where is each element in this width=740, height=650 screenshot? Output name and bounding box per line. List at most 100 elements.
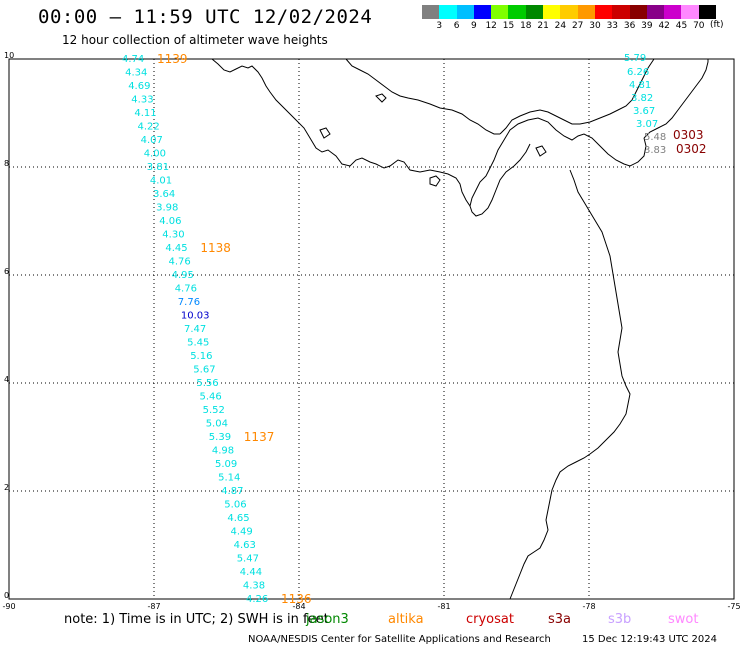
legend-swatch xyxy=(612,5,630,19)
legend-tick-label: 39 xyxy=(641,21,653,31)
legend-swatch xyxy=(681,5,699,19)
wave-height-label: 5.45 xyxy=(187,338,209,349)
wave-height-label: 5.46 xyxy=(200,392,222,403)
wave-height-label: 4.65 xyxy=(227,513,249,524)
wave-height-label: 3.67 xyxy=(633,106,655,117)
legend-tick-label: 3 xyxy=(436,21,443,31)
longitude-tick-label: -75 xyxy=(727,602,740,611)
footer-note: note: 1) Time is in UTC; 2) SWH is in fe… xyxy=(64,612,329,627)
wave-height-label: 3.98 xyxy=(156,203,178,214)
wave-height-label: 5.67 xyxy=(193,365,215,376)
wave-height-label: 4.11 xyxy=(134,108,156,119)
longitude-tick-label: -81 xyxy=(437,602,451,611)
legend-tick-label: 30 xyxy=(589,21,601,31)
wave-height-label: 4.22 xyxy=(138,122,160,133)
wave-height-label: 5.48 xyxy=(644,132,666,143)
legend-tick-label: 42 xyxy=(658,21,670,31)
wave-height-label: 4.07 xyxy=(141,135,163,146)
legend-swatch xyxy=(577,5,595,19)
wave-height-label: 5.06 xyxy=(224,500,246,511)
wave-height-label: 3.07 xyxy=(636,119,658,130)
wave-height-label: 7.76 xyxy=(178,297,200,308)
wave-height-label: 4.26 xyxy=(246,594,268,605)
wave-height-label: 5.39 xyxy=(209,432,231,443)
satellite-name-s3b: s3b xyxy=(608,612,632,627)
latitude-tick-label: 4 xyxy=(4,375,10,384)
latitude-tick-label: 6 xyxy=(4,267,10,276)
wave-height-label: 5.47 xyxy=(237,554,259,565)
legend-tick-label: 33 xyxy=(606,21,619,31)
pass-time-label: 1136 xyxy=(281,592,312,606)
latitude-tick-label: 0 xyxy=(4,591,10,600)
legend-swatch xyxy=(646,5,665,19)
wave-height-label: 5.56 xyxy=(196,378,218,389)
legend-tick-label: 45 xyxy=(675,21,688,31)
legend-swatch xyxy=(698,5,717,19)
map-title: 00:00 – 11:59 UTC 12/02/2024 xyxy=(38,6,373,28)
satellite-name-swot: swot xyxy=(668,612,699,627)
wave-height-label: 4.00 xyxy=(144,149,166,160)
longitude-tick-label: -84 xyxy=(292,602,306,611)
legend-swatch xyxy=(560,5,578,19)
legend-swatch xyxy=(473,5,492,19)
wave-height-label: 4.30 xyxy=(162,230,184,241)
wave-height-label: 4.49 xyxy=(231,527,253,538)
longitude-tick-label: -90 xyxy=(2,602,16,611)
wave-height-label: 4.69 xyxy=(128,81,150,92)
longitude-tick-label: -87 xyxy=(147,602,161,611)
wave-height-label: 5.16 xyxy=(190,351,212,362)
legend-swatch xyxy=(491,5,509,19)
latitude-tick-label: 8 xyxy=(4,159,10,168)
longitude-tick-label: -78 xyxy=(582,602,596,611)
map-grid xyxy=(9,59,734,599)
wave-height-label: 4.81 xyxy=(629,80,651,91)
wave-height-label: 3.64 xyxy=(153,189,175,200)
legend-tick-label: 27 xyxy=(571,21,584,31)
legend-swatch xyxy=(439,5,457,19)
wave-height-label: 4.95 xyxy=(172,270,194,281)
wave-height-label: 5.09 xyxy=(215,459,237,470)
footer-credit: NOAA/NESDIS Center for Satellite Applica… xyxy=(248,634,551,645)
legend-swatch xyxy=(594,5,613,19)
pass-time-label: 0302 xyxy=(676,142,707,156)
wave-height-label: 5.52 xyxy=(203,405,225,416)
wave-height-label: 4.44 xyxy=(240,567,262,578)
legend-swatch xyxy=(543,5,561,19)
wave-height-label: 5.14 xyxy=(218,473,240,484)
wave-height-label: 3.81 xyxy=(147,162,169,173)
coastline xyxy=(211,58,709,600)
legend-tick-label: 18 xyxy=(520,21,532,31)
wave-height-label: 4.01 xyxy=(150,176,172,187)
wave-height-label: 10.03 xyxy=(181,311,210,322)
pass-time-label: 0303 xyxy=(673,128,704,142)
legend-tick-label: 21 xyxy=(537,21,549,31)
wave-height-label: 3.83 xyxy=(644,145,666,156)
legend-swatch xyxy=(629,5,647,19)
wave-height-label: 4.33 xyxy=(131,95,153,106)
wave-height-label: 7.47 xyxy=(184,324,206,335)
wave-height-label: 4.38 xyxy=(243,581,265,592)
footer-timestamp: 15 Dec 12:19:43 UTC 2024 xyxy=(582,634,717,645)
legend-swatch xyxy=(525,5,544,19)
wave-height-label: 5.04 xyxy=(206,419,228,430)
map-subtitle: 12 hour collection of altimeter wave hei… xyxy=(62,33,328,47)
wave-height-label: 5.79 xyxy=(624,53,646,64)
latitude-tick-label: 2 xyxy=(4,483,10,492)
legend-tick-label: 9 xyxy=(471,21,477,31)
pass-time-label: 1138 xyxy=(200,241,231,255)
wave-height-label: 6.26 xyxy=(627,67,649,78)
wave-height-label: 4.63 xyxy=(234,540,256,551)
legend-swatch xyxy=(422,5,440,19)
wave-height-label: 4.76 xyxy=(175,284,197,295)
satellite-name-cryosat: cryosat xyxy=(466,612,514,627)
latitude-tick-label: 10 xyxy=(4,51,15,60)
wave-height-label: 4.87 xyxy=(221,486,243,497)
legend-unit: (ft) xyxy=(710,20,724,30)
wave-height-label: 4.06 xyxy=(159,216,181,227)
legend-tick-label: 6 xyxy=(453,21,460,31)
wave-height-label: 4.98 xyxy=(212,446,234,457)
legend-tick-label: 24 xyxy=(554,21,567,31)
satellite-name-altika: altika xyxy=(388,612,424,627)
wave-height-label: 4.45 xyxy=(165,243,187,254)
